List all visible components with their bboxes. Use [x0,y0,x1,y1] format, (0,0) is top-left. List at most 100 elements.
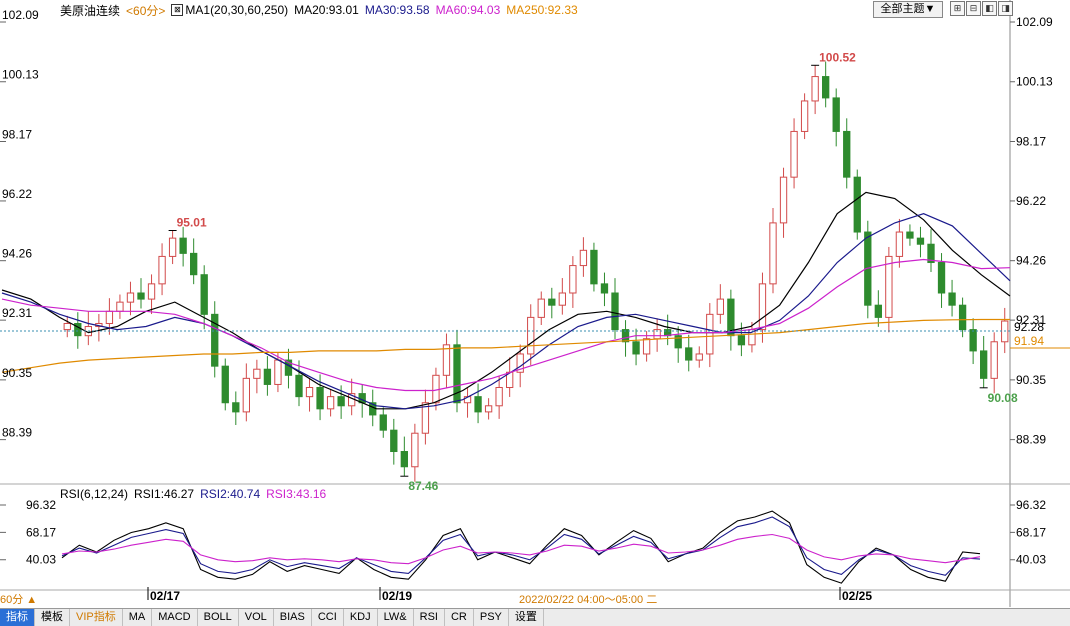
y-tick-label-right: 90.35 [1016,373,1046,387]
candle-body [843,130,851,178]
symbol-name: 美原油连续 [60,3,121,18]
rsi1-value: RSI1:46.27 [134,487,195,501]
candle-body [958,304,967,331]
candle-body [990,341,998,379]
candle-body [916,237,925,245]
candle-body [695,353,703,361]
ma-label[interactable]: ⊠ MA1(20,30,60,250) [171,3,288,17]
candle-body [558,292,566,306]
rsi-line-rsi1 [61,510,981,584]
tab-13[interactable]: PSY [474,609,509,626]
candle-body [453,344,461,404]
rsi-tick-label-left: 96.32 [26,498,56,512]
period-label: <60分> [126,3,166,18]
rsi-tick-label-right: 40.03 [1016,553,1046,567]
arrow-right-icon[interactable]: ◨ [998,1,1013,16]
y-tick-label-right: 100.13 [1016,75,1053,89]
candle-body [442,344,451,376]
rsi-legend: RSI(6,12,24) RSI1:46.27 RSI2:40.74 RSI3:… [60,487,326,501]
ma-params: MA1(20,30,60,250) [185,3,289,17]
zoom-in-icon[interactable]: ⊞ [950,1,965,16]
candle-body [190,252,198,276]
annotation-high: 95.01 [177,216,207,230]
secondary-price-label: 91.94 [1014,334,1044,348]
candle-body [611,292,619,331]
candle-body [779,176,788,224]
rsi3-value: RSI3:43.16 [266,487,327,501]
candle-body [263,368,272,385]
candle-body [147,283,156,300]
candle-body [906,231,914,239]
ma-line-ma20 [1,191,1011,410]
ma-line-ma250 [1,318,1010,373]
y-tick-label-left: 94.26 [2,247,32,261]
y-tick-label-right: 92.31 [1016,313,1046,327]
theme-dropdown[interactable]: 全部主题▼ [873,1,943,18]
candle-body [706,313,714,355]
annotation-high: 100.52 [819,50,856,64]
candle-body [832,97,840,132]
tab-2[interactable]: VIP指标 [70,609,123,626]
y-tick-label-right: 94.26 [1016,254,1046,268]
candle-body [769,222,777,285]
tab-7[interactable]: BIAS [274,609,312,626]
rsi2-value: RSI2:40.74 [200,487,261,501]
candle-body [527,316,535,355]
candle-body [811,76,819,102]
y-tick-label-right: 98.17 [1016,134,1046,148]
candle-body [421,402,430,434]
zoom-out-icon[interactable]: ⊟ [966,1,981,16]
candle-body [600,283,609,294]
candle-body [516,353,524,373]
indicator-tab-bar: 指标 模板 VIP指标 MA MACD BOLL VOL BIAS CCI KDJ LW& RSI CR… [0,608,1070,626]
tab-12[interactable]: CR [445,609,474,626]
y-tick-label-left: 90.35 [2,366,32,380]
x-tick-label: 02/17 [150,589,180,603]
arrow-left-icon[interactable]: ◧ [982,1,997,16]
ma-line-ma60 [1,258,1011,392]
ma30-value: MA30:93.58 [364,3,430,17]
candle-body [980,350,988,379]
tab-6[interactable]: VOL [239,609,274,626]
candle-body [326,396,335,410]
candlestick-series [63,61,1009,482]
candle-body [168,237,177,257]
candle-body [337,396,345,407]
tab-14[interactable]: 设置 [509,609,544,626]
candle-body [105,310,114,324]
y-tick-label-left: 100.13 [2,68,39,82]
tab-11[interactable]: RSI [414,609,445,626]
tab-10[interactable]: LW& [378,609,414,626]
candle-body [411,432,419,468]
cursor-date-range: 2022/02/22 04:00～05:00 二 [519,594,658,606]
tab-0[interactable]: 指标 [0,609,35,626]
tab-4[interactable]: MACD [152,609,198,626]
tab-3[interactable]: MA [123,609,153,626]
price-annotations: 95.01 87.46 100.52 90.08 [168,50,1018,493]
tab-5[interactable]: BOLL [198,609,239,626]
tab-8[interactable]: CCI [312,609,344,626]
moving-average-lines [1,191,1011,410]
candle-body [484,405,493,413]
candle-body [158,255,166,285]
period-button[interactable]: 60分 ▲ [0,594,38,606]
chart-canvas: 95.01 87.46 100.52 90.08 102.09 102.09 100.13… [0,0,1070,607]
candle-body [63,322,71,331]
candle-body [211,313,219,367]
candle-body [253,368,261,379]
candle-body [390,429,398,453]
rsi-tick-label-right: 68.17 [1016,525,1046,539]
tab-1[interactable]: 模板 [35,609,70,626]
candle-body [716,298,724,315]
main-y-axis: 102.09 102.09 100.13 100.13 98.17 98.17 96.22 9… [0,8,1070,447]
main-panel-grid [0,0,1070,607]
rsi-tick-label-left: 68.17 [26,525,56,539]
y-tick-label-left: 88.39 [2,426,32,440]
candle-body [274,359,282,385]
candle-body [790,130,798,178]
candle-body [937,262,946,294]
y-tick-label-left: 92.31 [2,306,32,320]
tab-9[interactable]: KDJ [344,609,378,626]
chart-settings-icon: ⊠ [171,4,184,16]
candle-body [969,329,977,352]
